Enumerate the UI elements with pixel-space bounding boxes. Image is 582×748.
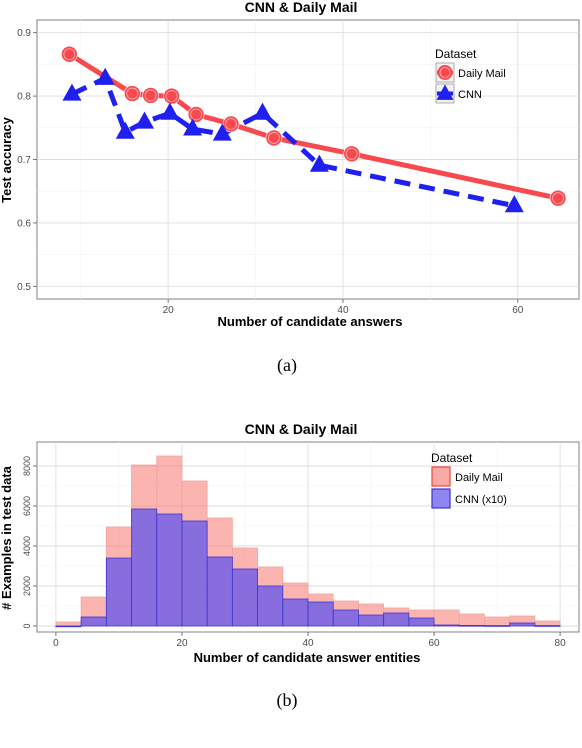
chart-b-x-tick-label: 60 [428,638,440,649]
cnn-bar [131,508,158,627]
cnn-bar [484,625,511,627]
chart-b-x-tick-label: 20 [176,638,188,649]
cnn-bar [55,625,82,628]
cnn-bar [105,557,132,627]
cnn-point [183,118,203,136]
chart-b-y-tick-label: 6000 [22,496,32,516]
cnn-bar [282,598,309,627]
chart-a-panel [36,19,580,300]
chart-b-panel [36,441,580,633]
chart-b-y-tick-label: 0 [22,623,32,628]
daily-mail-point-ring [345,147,358,160]
legend-cnn-marker [436,84,454,100]
chart-a-caption: (a) [277,355,297,376]
chart-a-legend-label-daily-mail: Daily Mail [458,68,506,80]
cnn-bar [181,520,208,627]
daily-mail-point-ring [144,89,157,102]
chart-b-x-axis: 0 20 40 60 80 [53,632,566,649]
chart-b-title: CNN & Daily Mail [245,421,358,437]
cnn-point [212,123,232,141]
chart-a-y-label: Test accuracy [0,116,14,203]
daily-mail-point-ring [190,108,203,121]
chart-b-x-tick-label: 40 [302,638,314,649]
cnn-point [135,111,155,129]
chart-b-legend: Dataset Daily Mail CNN (x10) [431,451,507,509]
cnn-point [95,67,115,85]
chart-a-legend-title: Dataset [435,47,477,61]
cnn-bar [206,556,233,627]
daily-mail-bar [458,613,485,627]
chart-b-y-axis: 0 2000 4000 6000 8000 [22,456,37,629]
line-chart: CNN & Daily Mail 0.50.60.70.80.9 20 40 60 … [0,0,580,376]
chart-b-y-label: # Examples in test data [0,465,14,610]
cnn-bar [307,601,334,627]
daily-mail-point-ring [165,90,178,102]
chart-a-y-tick-label: 0.5 [17,282,31,293]
cnn-line [70,75,515,209]
chart-b-x-tick-label: 0 [53,638,59,649]
chart-b-y-tick-label: 4000 [22,536,32,556]
histogram-chart: CNN & Daily Mail 0 2000 4000 6000 8000 0 20 40… [0,421,580,711]
cnn-point [253,102,273,120]
chart-a-legend-label-cnn: CNN [458,89,482,101]
chart-a-y-tick-label: 0.9 [17,28,31,39]
chart-b-legend-key-daily-mail [431,466,451,487]
chart-b-y-tick-label: 8000 [22,456,32,476]
chart-a-legend-symbols [436,65,454,100]
cnn-point [309,154,329,172]
chart-a-y-tick-label: 0.6 [17,218,31,229]
cnn-point [160,102,180,120]
chart-b-x-label: Number of candidate answer entities [194,650,421,665]
cnn-bar [332,609,359,627]
chart-a-legend: Dataset Daily Mail CNN [435,47,506,104]
chart-b-caption: (b) [277,690,298,711]
chart-a-y-tick-label: 0.7 [17,155,31,166]
cnn-bar [231,568,258,627]
chart-b-legend-title: Dataset [431,451,473,465]
daily-mail-bar [484,616,511,627]
cnn-bar [80,616,107,627]
daily-mail-point-ring [268,132,280,144]
chart-a-title: CNN & Daily Mail [245,0,358,15]
chart-a-y-axis: 0.5 0.6 0.7 0.8 0.9 [17,28,37,293]
cnn-bar [534,625,561,627]
chart-a-x-label: Number of candidate answers [218,314,403,329]
cnn-bar [458,625,485,627]
chart-b-bars [55,455,561,628]
chart-a-x-tick-label: 20 [163,305,175,316]
chart-a-y-tick-label: 0.8 [17,92,31,103]
chart-b-x-tick-label: 80 [555,638,567,649]
chart-b-y-tick-label: 2000 [22,576,32,596]
chart-a-x-tick-label: 60 [512,305,524,316]
cnn-bar [408,617,435,627]
cnn-bar [156,513,183,627]
cnn-bar [257,585,284,627]
daily-mail-bar [433,609,460,627]
cnn-bar [383,612,410,627]
cnn-point [62,83,82,101]
legend-daily-mail-marker-ring [439,67,451,78]
chart-a-series [61,45,567,213]
chart-b-legend-label-daily-mail: Daily Mail [455,472,503,484]
daily-mail-point-ring [126,87,139,100]
chart-a-gridlines [37,20,579,299]
cnn-bar [509,622,536,627]
chart-b-legend-key-cnn [431,488,451,509]
cnn-point [115,121,135,139]
cnn-bar [433,624,460,627]
cnn-bar [358,614,385,627]
daily-mail-point-ring [552,192,564,205]
daily-mail-point-ring [225,118,237,130]
daily-mail-bar [55,621,82,627]
cnn-point [504,195,524,213]
chart-b-legend-label-cnn: CNN (x10) [455,494,507,506]
chart-a-x-tick-label: 40 [337,305,349,316]
daily-mail-point-ring [63,48,76,61]
chart-a-x-axis: 20 40 60 [163,299,524,316]
